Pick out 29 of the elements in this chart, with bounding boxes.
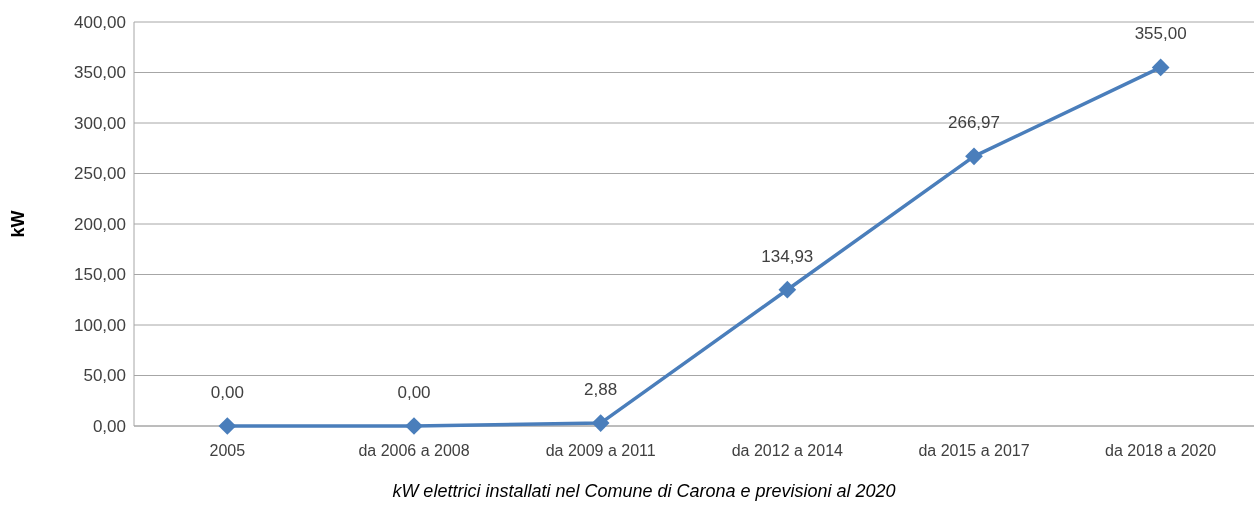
point	[965, 147, 983, 166]
data-label: 266,97	[948, 113, 1000, 133]
x-tick-label: da 2009 a 2011	[545, 442, 656, 459]
x-tick-label: 2005	[209, 442, 246, 459]
point	[1151, 58, 1170, 77]
y-tick-label: 200,00	[74, 214, 126, 234]
y-tick-label: 0,00	[92, 416, 126, 436]
y-axis-title: kW	[8, 210, 28, 238]
y-tick-label: 100,00	[74, 315, 126, 335]
x-tick-label: da 2006 a 2008	[358, 442, 470, 459]
data-label: 134,93	[761, 246, 814, 266]
point	[778, 280, 797, 299]
x-tick-label: da 2018 a 2020	[1105, 442, 1217, 459]
y-tick-label: 350,00	[74, 63, 126, 83]
data-label: 0,00	[210, 383, 244, 402]
y-tick-label: 150,00	[74, 265, 126, 285]
x-tick-label: da 2015 a 2017	[918, 442, 1030, 459]
data-label: 2,88	[584, 380, 618, 400]
point	[591, 414, 610, 432]
y-tick-label: 400,00	[74, 12, 126, 32]
point	[405, 417, 423, 435]
y-tick-label: 50,00	[83, 366, 126, 386]
data-label: 0,00	[397, 383, 431, 402]
text: kW elettrici installati nel Comune di Carona e previsioni al 2020	[392, 481, 896, 501]
y-tick-label: 250,00	[74, 164, 126, 184]
point	[218, 417, 237, 435]
data-label: 355,00	[1134, 24, 1187, 44]
x-tick-label: da 2012 a 2014	[731, 442, 844, 459]
y-tick-label: 300,00	[74, 113, 126, 133]
